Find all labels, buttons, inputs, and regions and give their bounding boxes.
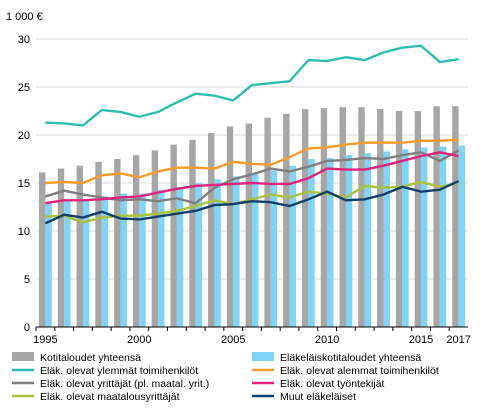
legend-label: Eläkeläiskotitaloudet yhteensä (280, 352, 421, 364)
bar-households-total (264, 117, 271, 327)
series-line-2 (45, 138, 459, 185)
y-tick-label: 5 (24, 274, 30, 286)
legend-swatch-bar (252, 352, 274, 361)
y-tick-label: 25 (18, 82, 30, 94)
bar-pensioner-households (458, 145, 465, 327)
bar-pensioner-households (383, 151, 390, 327)
bar-pensioner-households (364, 153, 372, 327)
bar-households-total (414, 111, 422, 327)
legend-label: Eläk. olevat työntekijät (280, 378, 385, 390)
bar-households-total (395, 111, 403, 327)
bar-households-total (39, 172, 46, 327)
bar-pensioner-households (176, 186, 184, 327)
x-tick-label: 2005 (221, 334, 245, 346)
bar-pensioner-households (101, 196, 109, 327)
bar-pensioner-households (289, 165, 296, 327)
bar-pensioner-households (139, 193, 146, 327)
bar-households-total (114, 159, 121, 327)
legend-label: Eläk. olevat yrittäjät (pl. maatal. yrit… (40, 378, 209, 390)
bar-households-total (339, 107, 346, 327)
y-tick-label: 20 (18, 130, 30, 142)
bar-households-total (226, 126, 234, 327)
bar-households-total (245, 123, 252, 327)
bar-pensioner-households (82, 199, 90, 327)
y-tick-label: 0 (24, 322, 30, 334)
x-tick-label: 2000 (127, 334, 151, 346)
bar-pensioner-households (158, 189, 165, 327)
y-axis-unit-label: 1 000 € (6, 11, 43, 23)
bar-households-total (57, 168, 65, 327)
bar-pensioner-households (439, 146, 447, 327)
bar-pensioner-households (270, 170, 278, 327)
bar-pensioner-households (233, 176, 240, 327)
x-tick-label: 1995 (33, 334, 57, 346)
bar-pensioner-households (402, 149, 409, 327)
bar-pensioner-households (421, 147, 428, 327)
bar-households-total (452, 106, 459, 327)
legend-label: Muut eläkeläiset (280, 391, 356, 403)
legend-label: Eläk. olevat alemmat toimihenkilöt (280, 365, 439, 377)
bar-pensioner-households (45, 202, 52, 327)
axes: 0 5 10 15 20 25 30 1995 2000 2005 2010 2015 2017 (18, 34, 471, 346)
bars (39, 106, 465, 328)
bar-households-total (189, 139, 196, 327)
series-line-3 (45, 149, 460, 205)
series-line-6 (44, 179, 460, 225)
bar-households-total (283, 113, 290, 327)
legend-label: Kotitaloudet yhteensä (40, 352, 141, 364)
legend-label: Eläk. olevat maatalousyrittäjät (40, 391, 180, 403)
series-line-4 (45, 151, 459, 205)
bar-households-total (132, 155, 140, 327)
bar-pensioner-households (120, 193, 127, 327)
bar-pensioner-households (214, 179, 221, 327)
bar-pensioner-households (195, 183, 203, 327)
x-tick-label: 2015 (409, 334, 433, 346)
bar-households-total (377, 109, 384, 327)
y-tick-label: 15 (18, 178, 30, 190)
series-lines (44, 44, 460, 225)
bar-households-total (208, 133, 215, 327)
x-tick-label: 2017 (446, 334, 470, 346)
x-tick-label: 2010 (315, 334, 339, 346)
bar-households-total (433, 106, 440, 327)
series-line-1 (45, 44, 459, 127)
legend-label: Eläk. olevat ylemmät toimihenkilöt (40, 365, 198, 377)
y-tick-label: 10 (18, 226, 30, 238)
bar-pensioner-households (308, 159, 315, 327)
bar-households-total (301, 109, 309, 327)
bar-households-total (358, 107, 365, 327)
legend-swatch-bar (12, 352, 34, 361)
bar-households-total (170, 144, 177, 327)
y-tick-label: 30 (18, 34, 30, 46)
bar-pensioner-households (345, 155, 353, 327)
bar-pensioner-households (64, 200, 71, 327)
bar-pensioner-households (252, 174, 259, 327)
bar-households-total (151, 150, 159, 327)
bar-households-total (76, 165, 83, 327)
bar-pensioner-households (327, 158, 334, 327)
legend: Kotitaloudet yhteensä Eläkeläiskotitaloud… (12, 352, 439, 403)
bar-households-total (95, 161, 102, 327)
bar-households-total (320, 108, 328, 328)
